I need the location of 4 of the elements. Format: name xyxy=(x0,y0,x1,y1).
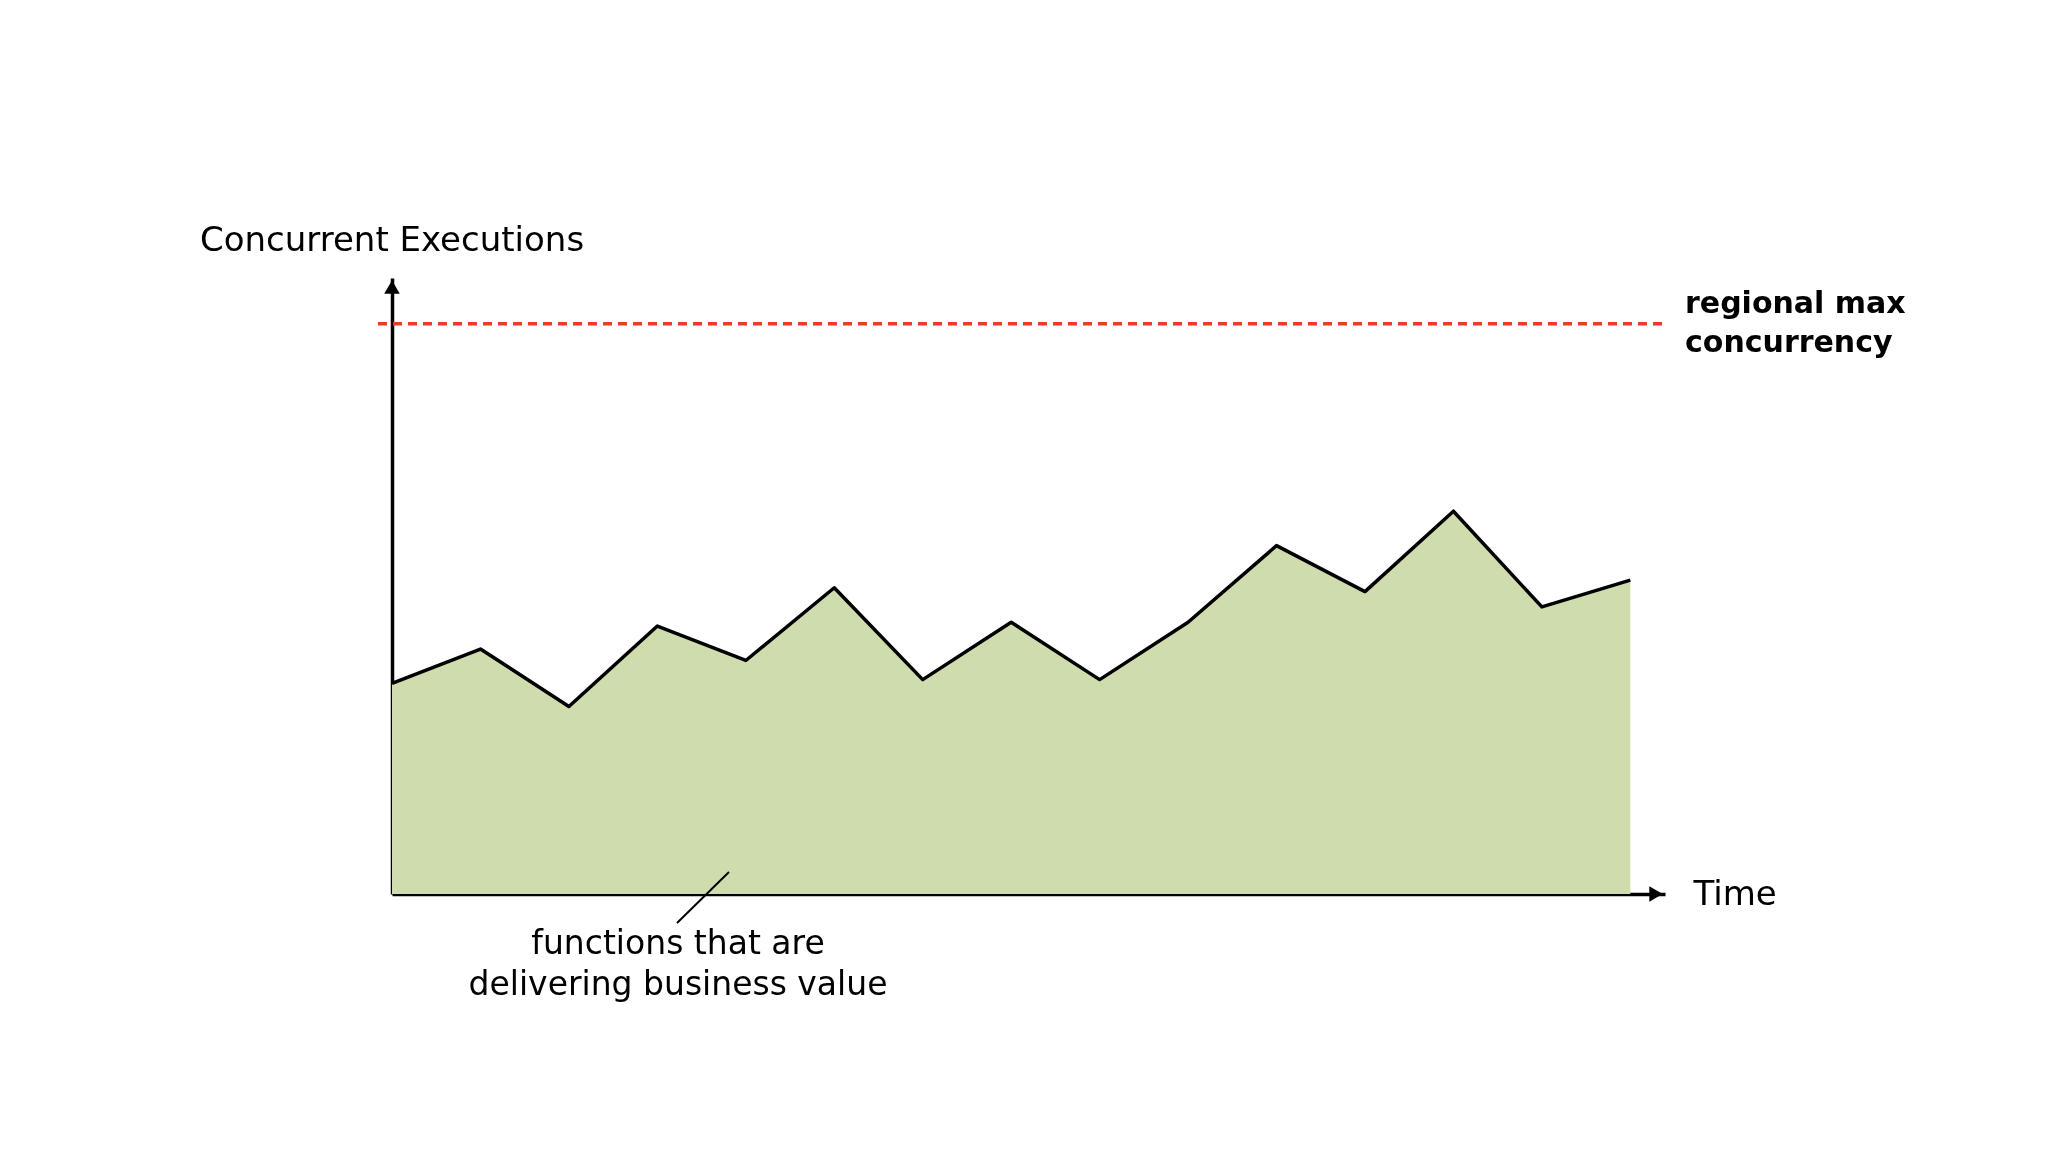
ref-line-label: regional max concurrency xyxy=(1685,285,1906,360)
x-axis-title: Time xyxy=(1692,872,1777,913)
text: functions that are delivering business value xyxy=(468,923,888,1003)
text: Concurrent Executions xyxy=(200,219,585,259)
